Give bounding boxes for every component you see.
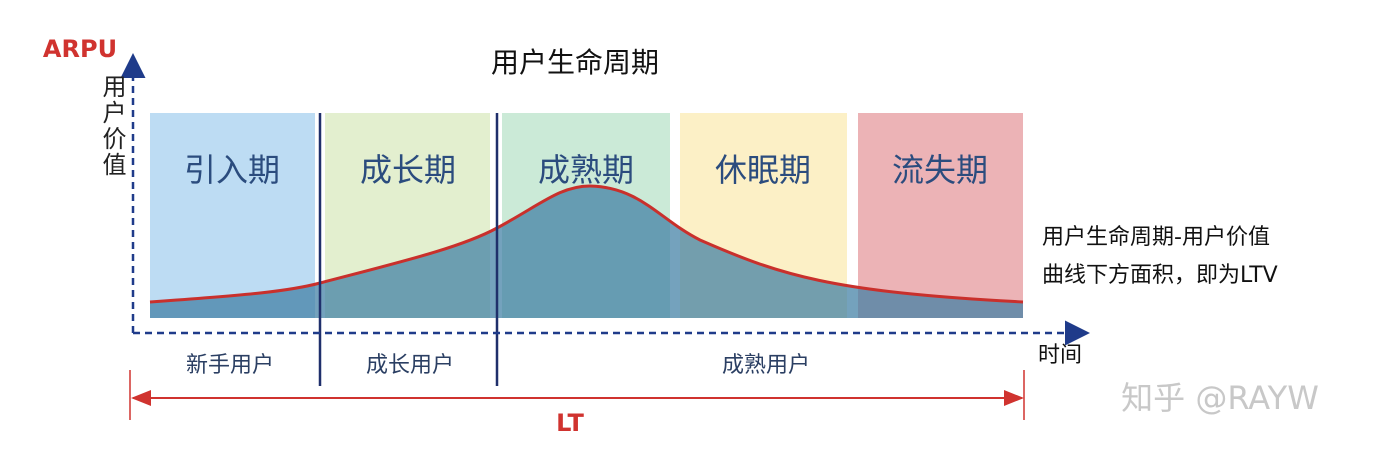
note-line: 用户生命周期-用户价值 [1042, 225, 1270, 250]
stage-label: 引入期 [184, 151, 280, 189]
x-axis-label: 时间 [1038, 343, 1082, 368]
panel [150, 113, 315, 318]
watermark: 知乎 @RAYW [1121, 379, 1319, 417]
stage-panels [150, 113, 1023, 318]
stage-label: 流失期 [892, 151, 988, 189]
y-axis-label: ARPU [43, 35, 117, 63]
ltv-area [150, 186, 1023, 318]
user-group: 成熟用户 [722, 353, 810, 378]
y-axis-sublabel: 用户价值 [98, 74, 126, 178]
stage-label: 成熟期 [538, 151, 634, 189]
title: 用户生命周期 [491, 46, 659, 79]
stage-label: 成长期 [360, 151, 456, 189]
note-line: 曲线下方面积，即为LTV [1042, 263, 1278, 288]
lt-label: LT [556, 409, 584, 437]
user-group: 成长用户 [366, 353, 454, 378]
value-curve [149, 184, 1024, 304]
user-group: 新手用户 [186, 353, 274, 378]
panel [858, 113, 1023, 318]
stage-label: 休眠期 [715, 151, 811, 189]
